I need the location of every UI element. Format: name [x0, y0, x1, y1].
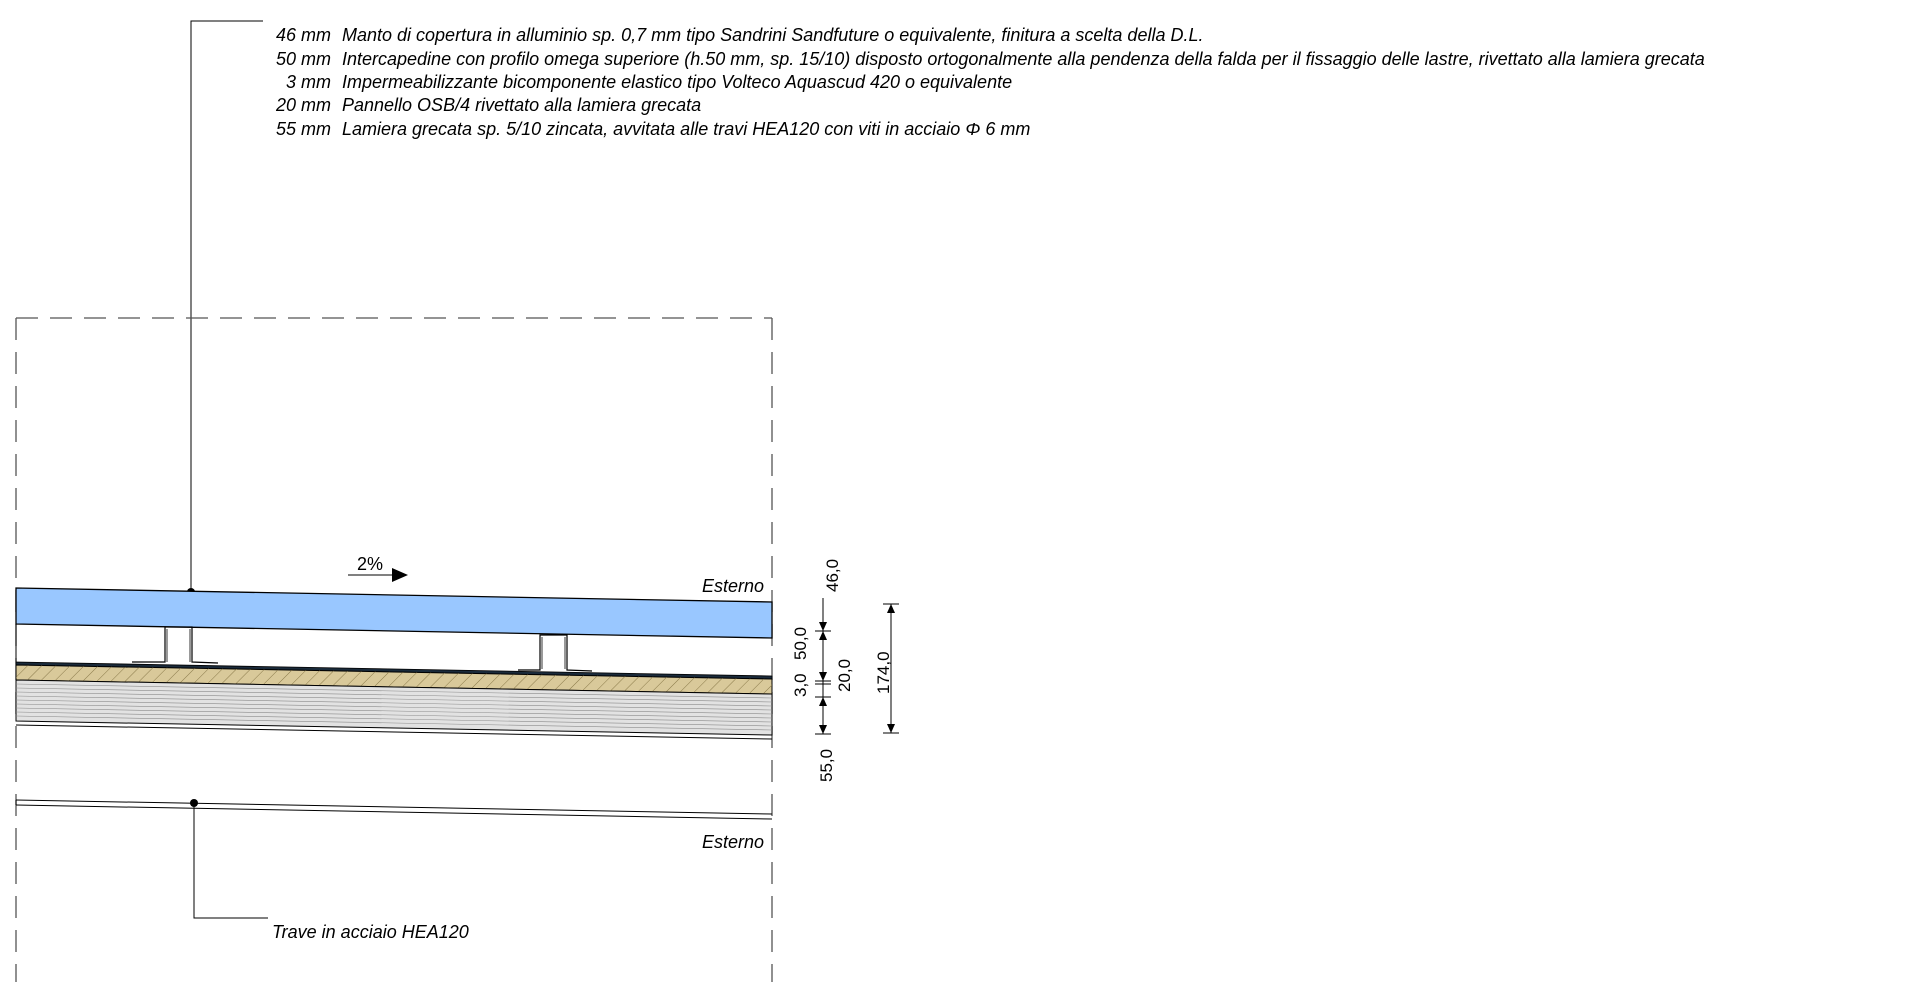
slope-label: 2%	[357, 554, 383, 574]
total-dimension-arrows	[887, 604, 895, 733]
corrugated-deck-layer	[15, 679, 773, 736]
dim-total: 174,0	[874, 651, 893, 694]
layer-3-thickness: 3 mm	[286, 72, 331, 92]
layer-4-description: Pannello OSB/4 rivettato alla lamiera gr…	[342, 95, 701, 115]
layer-4-thickness: 20 mm	[275, 95, 331, 115]
osb-panel-hatch	[16, 665, 772, 694]
dim-46: 46,0	[823, 559, 842, 592]
dimension-ticks	[819, 622, 827, 734]
dim-55: 55,0	[817, 749, 836, 782]
layer-1-thickness: 46 mm	[276, 25, 331, 45]
layer-notes: 46 mm Manto di copertura in alluminio sp…	[275, 25, 1705, 139]
layers-leader-line	[190, 20, 263, 592]
deck-bottom-line	[15, 724, 773, 740]
steel-beam	[15, 799, 773, 820]
layer-2-description: Intercapedine con profilo omega superior…	[342, 49, 1705, 69]
dim-20: 20,0	[835, 659, 854, 692]
dim-3: 3,0	[791, 673, 810, 697]
beam-leader-line	[193, 803, 268, 919]
slope-arrow-head	[392, 568, 408, 582]
omega-profile-right	[518, 634, 593, 672]
beam-label: Trave in acciaio HEA120	[272, 922, 469, 942]
layer-3-description: Impermeabilizzante bicomponente elastico…	[342, 72, 1012, 92]
section-boundary	[15, 317, 773, 982]
layer-5-thickness: 55 mm	[276, 119, 331, 139]
corrugated-deck-lines	[15, 683, 773, 731]
exterior-label-top: Esterno	[702, 576, 764, 596]
dim-50: 50,0	[791, 627, 810, 660]
roof-covering-layer	[15, 587, 773, 639]
omega-profile-left	[132, 626, 219, 664]
layer-5-description: Lamiera grecata sp. 5/10 zincata, avvita…	[342, 119, 1030, 139]
layer-2-thickness: 50 mm	[276, 49, 331, 69]
dimension-chain	[815, 598, 831, 735]
layer-1-description: Manto di copertura in alluminio sp. 0,7 …	[342, 25, 1203, 45]
exterior-label-bottom: Esterno	[702, 832, 764, 852]
